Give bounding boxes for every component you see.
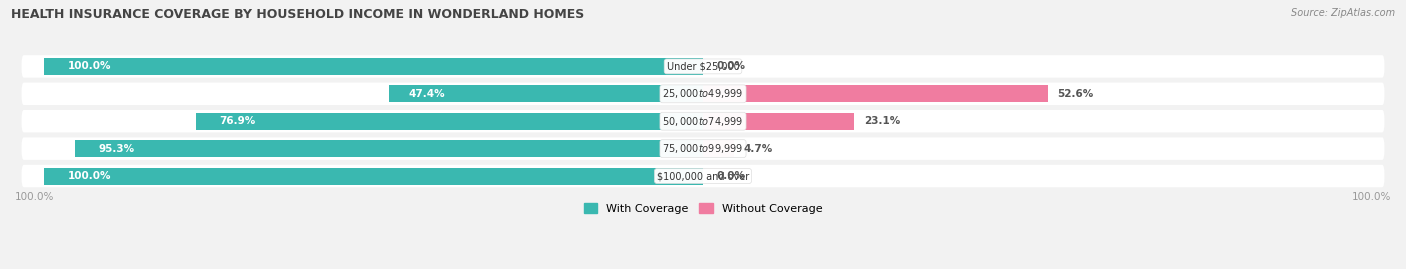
FancyBboxPatch shape xyxy=(21,110,1385,132)
Legend: With Coverage, Without Coverage: With Coverage, Without Coverage xyxy=(579,199,827,218)
Text: $100,000 and over: $100,000 and over xyxy=(657,171,749,181)
Text: $75,000 to $99,999: $75,000 to $99,999 xyxy=(662,142,744,155)
Bar xyxy=(731,140,734,157)
Text: 100.0%: 100.0% xyxy=(1351,192,1391,203)
Bar xyxy=(392,85,703,102)
Bar xyxy=(200,113,703,130)
Bar xyxy=(703,113,855,130)
Text: Source: ZipAtlas.com: Source: ZipAtlas.com xyxy=(1291,8,1395,18)
Bar xyxy=(48,58,703,75)
Text: 47.4%: 47.4% xyxy=(409,89,446,99)
Text: HEALTH INSURANCE COVERAGE BY HOUSEHOLD INCOME IN WONDERLAND HOMES: HEALTH INSURANCE COVERAGE BY HOUSEHOLD I… xyxy=(11,8,585,21)
FancyBboxPatch shape xyxy=(21,83,1385,105)
Text: 95.3%: 95.3% xyxy=(98,144,135,154)
Bar xyxy=(703,140,734,157)
Bar xyxy=(851,113,855,130)
Bar xyxy=(76,140,79,157)
FancyBboxPatch shape xyxy=(21,137,1385,160)
Text: 0.0%: 0.0% xyxy=(716,171,745,181)
Bar xyxy=(79,140,703,157)
Bar xyxy=(195,113,200,130)
Text: 100.0%: 100.0% xyxy=(67,171,111,181)
Bar xyxy=(45,168,48,185)
Text: 100.0%: 100.0% xyxy=(15,192,55,203)
FancyBboxPatch shape xyxy=(21,165,1385,187)
Text: 4.7%: 4.7% xyxy=(744,144,773,154)
FancyBboxPatch shape xyxy=(21,55,1385,78)
Text: $50,000 to $74,999: $50,000 to $74,999 xyxy=(662,115,744,128)
Bar xyxy=(1045,85,1047,102)
Text: Under $25,000: Under $25,000 xyxy=(666,61,740,71)
Text: 76.9%: 76.9% xyxy=(219,116,254,126)
Text: 100.0%: 100.0% xyxy=(67,61,111,71)
Text: $25,000 to $49,999: $25,000 to $49,999 xyxy=(662,87,744,100)
Text: 52.6%: 52.6% xyxy=(1057,89,1094,99)
Bar xyxy=(389,85,392,102)
Bar xyxy=(45,58,48,75)
Bar xyxy=(703,85,1047,102)
Text: 0.0%: 0.0% xyxy=(716,61,745,71)
Bar xyxy=(48,168,703,185)
Text: 23.1%: 23.1% xyxy=(865,116,900,126)
